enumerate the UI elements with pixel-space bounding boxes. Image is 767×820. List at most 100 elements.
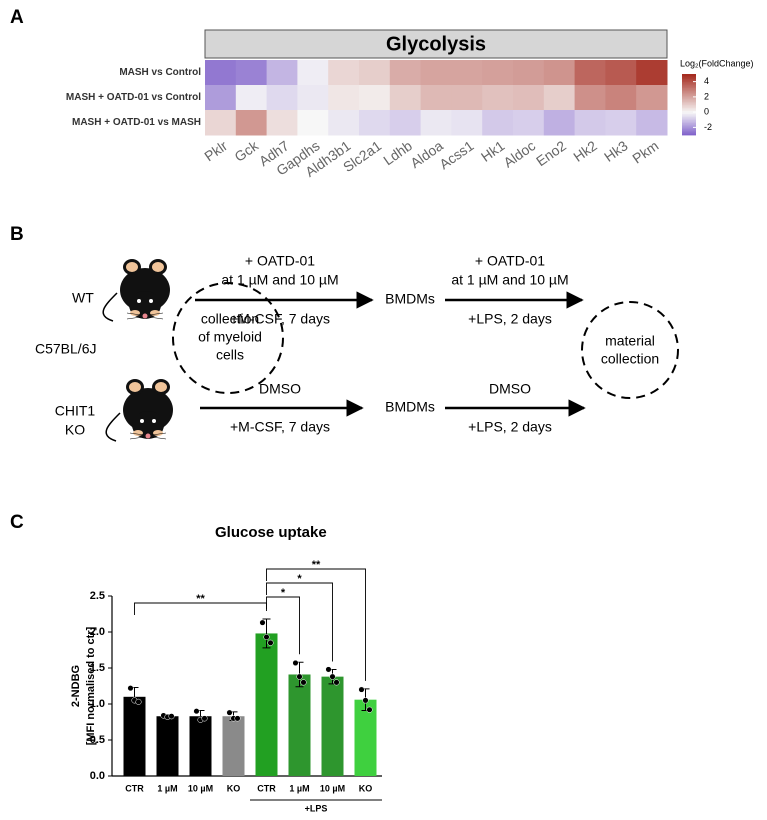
data-point xyxy=(226,709,233,716)
colorbar-step xyxy=(682,90,696,93)
heat-cell xyxy=(205,60,237,86)
colorbar-step xyxy=(682,104,696,107)
x-tick-label: 10 µM xyxy=(320,783,345,793)
mouse-icon xyxy=(105,378,174,442)
bar xyxy=(288,674,311,776)
y-tick-label: 0.0 xyxy=(90,770,105,782)
label: C57BL/6J xyxy=(35,341,96,357)
heat-cell xyxy=(235,60,268,86)
colorbar-step xyxy=(682,84,696,87)
bar xyxy=(189,716,212,776)
column-label: Hk2 xyxy=(570,137,600,165)
label: KO xyxy=(65,422,85,438)
column-label: Pkm xyxy=(629,137,661,166)
bar xyxy=(156,716,179,776)
error-bar xyxy=(262,618,271,649)
data-point xyxy=(201,715,208,722)
significance-bracket xyxy=(134,602,267,615)
heat-cell xyxy=(359,60,391,86)
chart-title: Glycolysis xyxy=(386,33,486,55)
title-strip xyxy=(204,29,668,59)
heat-cell xyxy=(605,85,637,111)
data-point xyxy=(296,673,303,680)
heat-cell xyxy=(328,85,360,111)
significance-label: * xyxy=(281,587,286,599)
y-axis-label: 2-NDBG xyxy=(70,665,82,707)
label: at 1 µM and 10 µM xyxy=(221,272,338,288)
data-point xyxy=(366,706,373,713)
colorbar-step xyxy=(682,125,696,128)
x-tick-label: KO xyxy=(359,783,373,793)
heat-cell xyxy=(513,85,545,111)
heat-cell xyxy=(636,60,668,86)
x-tick-label: 10 µM xyxy=(188,783,213,793)
colorbar-step xyxy=(682,96,696,99)
colorbar-step xyxy=(682,110,696,113)
label: +M-CSF, 7 days xyxy=(230,419,330,435)
heat-cell xyxy=(420,85,452,111)
heat-cell xyxy=(266,60,298,86)
heat-cell xyxy=(420,110,452,136)
y-tick-label: 2.0 xyxy=(90,626,105,638)
heat-cell xyxy=(389,110,422,136)
x-tick-label: 1 µM xyxy=(157,783,177,793)
diagram: WT C57BL/6J CHIT1 KO collection of myelo… xyxy=(35,253,679,442)
heat-cell xyxy=(636,110,668,136)
heat-cell xyxy=(513,60,545,86)
column-label: Acss1 xyxy=(436,137,477,172)
x-tick-label: CTR xyxy=(125,783,144,793)
bar xyxy=(354,699,377,776)
panel-label: B xyxy=(10,224,24,245)
colorbar-step xyxy=(682,80,696,83)
colorbar-step xyxy=(682,86,696,89)
row-label: MASH vs Control xyxy=(119,67,201,78)
heat-cell xyxy=(297,110,329,136)
data-point xyxy=(325,666,332,673)
colorbar-step xyxy=(682,75,696,78)
label: collection xyxy=(201,311,259,327)
group-label: +LPS xyxy=(305,803,328,813)
colorbar-step xyxy=(682,121,696,124)
label: WT xyxy=(72,290,94,306)
data-point xyxy=(329,673,336,680)
data-point xyxy=(234,715,241,722)
colorbar-step xyxy=(682,95,696,98)
colorbar-step xyxy=(682,109,696,111)
colorbar-step xyxy=(682,133,696,136)
heat-cell xyxy=(235,85,268,111)
colorbar-step xyxy=(682,77,696,79)
heat-cell xyxy=(543,85,576,111)
data-point xyxy=(127,685,134,692)
heat-cell xyxy=(543,110,576,136)
label: +M-CSF, 7 days xyxy=(230,311,330,327)
colorbar-step xyxy=(682,106,696,108)
heat-cell xyxy=(482,60,514,86)
row-label: MASH + OATD-01 vs MASH xyxy=(72,117,201,128)
colorbar-step xyxy=(682,101,696,104)
bar xyxy=(123,696,146,776)
x-tick-label: CTR xyxy=(257,783,276,793)
y-tick-label: 0.5 xyxy=(90,734,105,746)
colorbar-step xyxy=(682,83,696,86)
colorbar-step xyxy=(682,81,696,84)
chart-title: Glucose uptake xyxy=(215,524,327,541)
x-tick-label: KO xyxy=(227,783,241,793)
collection-circle xyxy=(172,282,284,394)
colorbar-step xyxy=(682,112,696,115)
heat-cell xyxy=(574,85,606,111)
colorbar-step xyxy=(682,93,696,96)
heat-cell xyxy=(605,60,637,86)
heat-cell xyxy=(574,110,606,136)
label: DMSO xyxy=(489,381,531,397)
mouse-icon xyxy=(102,258,171,322)
colorbar-step xyxy=(682,131,696,134)
heat-cell xyxy=(359,85,391,111)
row-label: MASH + OATD-01 vs Control xyxy=(66,92,201,103)
colorbar-step xyxy=(682,118,696,121)
column-label: Ldhb xyxy=(380,137,415,168)
label: CHIT1 xyxy=(55,403,96,419)
data-point xyxy=(333,679,340,686)
x-tick-label: 1 µM xyxy=(289,783,309,793)
heat-cell xyxy=(205,85,237,111)
colorbar-step xyxy=(682,78,696,81)
